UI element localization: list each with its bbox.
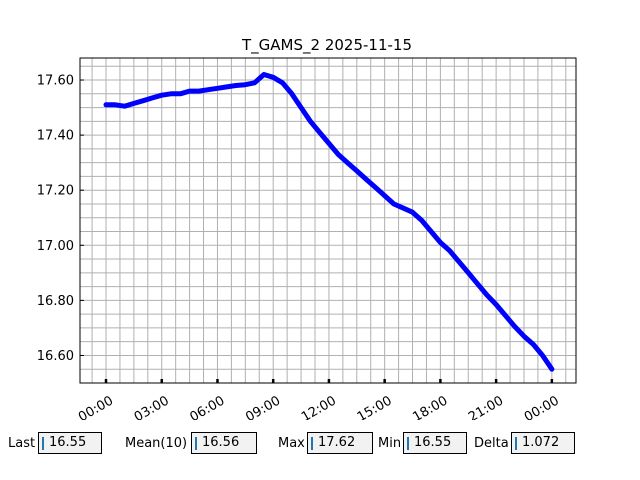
stat-min-value: 16.55 (414, 435, 452, 450)
x-tick-label: 09:00 (243, 393, 283, 420)
series-layer (103, 72, 555, 372)
x-tick-label: 06:00 (188, 393, 228, 420)
y-tick-label: 17.40 (37, 129, 74, 144)
y-tick-label: 17.60 (37, 74, 74, 89)
stat-last-field[interactable]: 16.55 (38, 432, 102, 454)
plot-area (79, 57, 577, 384)
y-tick-label: 17.00 (37, 239, 74, 254)
x-tick-label: 03:00 (132, 393, 172, 420)
stat-last-value: 16.55 (49, 435, 87, 450)
y-tick-label: 16.60 (37, 349, 74, 364)
x-tick-label: 15:00 (355, 393, 395, 420)
x-axis: 00:00 03:00 06:00 09:00 12:00 15:00 18:00 21:00… (76, 379, 562, 420)
series-line (103, 72, 555, 372)
stat-max-label: Max (278, 436, 305, 451)
stat-mean-label: Mean(10) (125, 436, 188, 451)
y-tick-label: 16.80 (37, 294, 74, 309)
stat-max-value: 17.62 (318, 435, 356, 450)
y-tick-label: 17.20 (37, 184, 74, 199)
grid (80, 58, 576, 383)
stat-mean-value: 16.56 (202, 435, 240, 450)
stat-min-field[interactable]: 16.55 (403, 432, 467, 454)
stat-min-label: Min (378, 436, 402, 451)
x-tick-label: 12:00 (299, 393, 339, 420)
x-tick-label: 00:00 (76, 393, 116, 420)
stat-delta-field[interactable]: 1.072 (511, 432, 575, 454)
line-chart: T_GAMS_2 2025-11-15 00:00 03:00 06:00 09:00… (37, 36, 577, 420)
stat-last-label: Last (8, 436, 36, 451)
stat-mean-field[interactable]: 16.56 (191, 432, 257, 454)
chart-title: T_GAMS_2 2025-11-15 (241, 36, 412, 55)
y-axis: 16.60 16.80 17.00 17.20 17.40 17.60 (37, 74, 84, 364)
x-tick-label: 18:00 (410, 393, 450, 420)
x-tick-label: 00:00 (522, 393, 562, 420)
x-tick-label: 21:00 (466, 393, 506, 420)
stat-delta-label: Delta (474, 436, 509, 451)
stat-delta-value: 1.072 (522, 435, 560, 450)
stat-max-field[interactable]: 17.62 (307, 432, 373, 454)
